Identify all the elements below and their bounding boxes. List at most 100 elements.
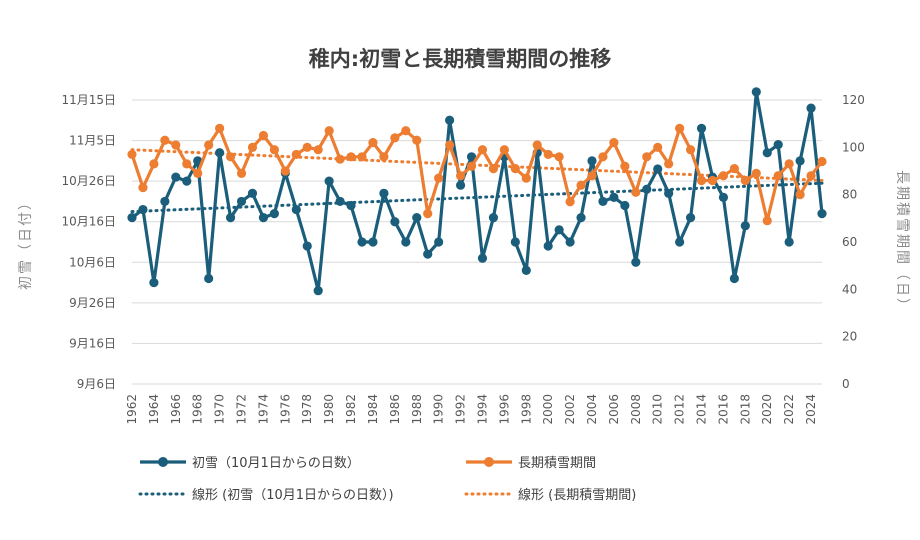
first-snow-point	[434, 237, 444, 247]
first-snow-trendline	[130, 181, 824, 214]
first-snow-point	[324, 176, 334, 186]
x-tick-label: 1982	[344, 394, 358, 425]
snow-period-point	[466, 161, 477, 171]
x-tick-label: 2002	[563, 394, 577, 425]
first-snow-point	[795, 156, 805, 166]
series-layer	[127, 87, 827, 296]
first-snow-point	[565, 237, 575, 247]
snow-period-point	[729, 164, 739, 174]
x-tick-label: 2004	[585, 394, 599, 425]
legend-snow-period-marker	[484, 457, 494, 467]
x-tick-label: 2014	[695, 394, 709, 425]
x-tick-label: 2020	[760, 394, 774, 425]
first-snow-point	[455, 180, 466, 190]
first-snow-point	[236, 196, 247, 207]
x-tick-label: 2024	[804, 394, 818, 425]
right-tick-label: 120	[842, 93, 865, 107]
right-tick-label: 100	[842, 140, 865, 154]
snow-period-point	[510, 164, 520, 174]
x-tick-label: 2018	[738, 394, 752, 425]
x-tick-label: 1994	[475, 394, 489, 425]
x-tick-label: 1972	[235, 394, 249, 425]
x-tick-label: 1978	[300, 394, 314, 425]
left-tick-label: 9月16日	[69, 336, 116, 350]
first-snow-point	[401, 237, 411, 247]
first-snow-point	[620, 200, 630, 211]
first-snow-point	[149, 277, 159, 288]
first-snow-point	[817, 209, 827, 219]
first-snow-point	[784, 237, 794, 247]
x-axis-ticks: 1962 1964 1966 1968 1970 1972 1974 1976 1978 1980…	[125, 394, 818, 425]
snow-period-point	[817, 156, 827, 167]
x-tick-label: 1980	[322, 394, 336, 425]
first-snow-point	[379, 188, 389, 198]
first-snow-point	[543, 241, 553, 251]
first-snow-point	[127, 213, 137, 223]
first-snow-point	[696, 123, 707, 133]
snow-period-point	[193, 168, 203, 178]
snow-period-point	[795, 190, 805, 200]
left-tick-label: 10月26日	[61, 174, 116, 188]
first-snow-point	[215, 148, 225, 158]
first-snow-point	[269, 209, 279, 219]
right-axis-ticks: 0 20 40 60 80 100 120	[842, 93, 865, 391]
snow-period-point	[576, 180, 586, 190]
left-tick-label: 11月5日	[69, 134, 116, 148]
snow-period-point	[609, 138, 619, 148]
snow-period-point	[521, 173, 531, 183]
snow-period-point	[740, 175, 750, 186]
x-tick-label: 1990	[432, 394, 446, 425]
first-snow-line	[131, 90, 824, 293]
x-tick-label: 1998	[519, 394, 533, 425]
snow-period-point	[302, 142, 312, 152]
snow-period-point	[182, 159, 192, 169]
first-snow-point	[390, 217, 400, 227]
first-snow-point	[445, 115, 455, 125]
snow-period-point	[718, 171, 729, 181]
snow-period-point	[806, 171, 816, 181]
x-tick-label: 1970	[213, 394, 227, 425]
snow-period-point	[565, 197, 575, 207]
first-snow-point	[751, 87, 761, 97]
first-snow-point	[412, 213, 422, 223]
first-snow-point	[247, 188, 258, 198]
snow-period-point	[324, 126, 334, 136]
snow-period-point	[423, 209, 433, 219]
first-snow-point	[587, 156, 597, 166]
first-snow-point	[729, 273, 739, 284]
x-tick-label: 2016	[716, 394, 730, 425]
first-snow-point	[631, 257, 641, 267]
left-tick-label: 10月6日	[69, 255, 116, 269]
x-tick-label: 1986	[388, 394, 402, 425]
snow-period-point	[149, 159, 159, 169]
snow-period-point	[368, 138, 378, 148]
snow-period-point	[587, 171, 597, 181]
right-axis-title: 長期積雪期間（日）	[894, 170, 910, 314]
x-tick-label: 1996	[497, 394, 511, 425]
snow-period-point	[412, 135, 422, 145]
first-snow-point	[225, 213, 236, 223]
snow-period-point	[675, 123, 685, 133]
snow-period-point	[664, 159, 674, 169]
snow-period-point	[598, 152, 608, 162]
first-snow-point	[368, 237, 378, 247]
left-axis-ticks: 9月6日 9月16日 9月26日 10月6日 10月16日 10月26日 11月5日 11月1…	[61, 93, 116, 391]
first-snow-point	[653, 164, 663, 174]
snow-period-point	[390, 133, 400, 143]
x-tick-label: 1974	[256, 394, 270, 425]
x-tick-label: 1966	[169, 394, 183, 425]
snow-period-trendline	[130, 148, 824, 182]
left-tick-label: 9月26日	[69, 296, 116, 310]
left-tick-label: 11月15日	[61, 93, 116, 107]
first-snow-point	[313, 286, 323, 296]
snow-period-point	[543, 149, 553, 160]
first-snow-point	[258, 213, 269, 223]
first-snow-point	[302, 241, 312, 251]
snow-period-point	[434, 173, 444, 183]
snow-period-point	[313, 145, 323, 155]
snow-period-point	[653, 142, 663, 152]
first-snow-point	[488, 213, 499, 223]
legend-first-snow-label: 初雪（10月1日からの日数）	[192, 456, 360, 471]
